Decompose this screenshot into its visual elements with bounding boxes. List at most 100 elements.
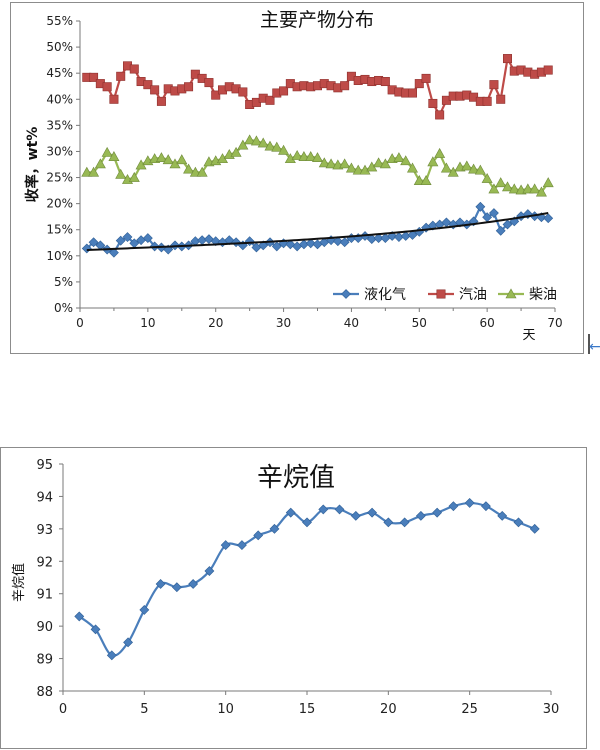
y-tick-label: 45%	[46, 66, 73, 80]
data-point	[508, 183, 520, 194]
x-tick-label: 20	[208, 316, 223, 330]
data-point	[414, 79, 424, 89]
data-point	[496, 94, 506, 104]
data-point	[502, 54, 512, 64]
resize-arrow-icon[interactable]: ←	[589, 339, 600, 355]
data-point	[529, 183, 541, 194]
data-point	[291, 150, 303, 160]
data-point	[383, 517, 394, 528]
data-point	[250, 135, 262, 146]
x-tick-label: 30	[543, 702, 560, 717]
data-point	[468, 163, 480, 174]
data-point	[474, 164, 486, 175]
data-point	[265, 95, 275, 105]
y-tick-label: 55%	[46, 14, 73, 28]
data-point	[74, 611, 85, 622]
data-point	[150, 85, 160, 95]
data-point	[415, 510, 426, 521]
data-point	[230, 146, 242, 157]
data-point	[461, 160, 473, 171]
data-point	[427, 156, 439, 167]
data-point	[448, 501, 459, 512]
data-point	[535, 186, 547, 197]
data-point	[128, 171, 140, 182]
data-point	[269, 523, 280, 534]
data-point	[489, 208, 499, 218]
data-point	[522, 183, 534, 194]
data-point	[399, 517, 410, 528]
data-point	[271, 241, 282, 252]
data-point	[407, 88, 417, 98]
data-point	[116, 71, 126, 81]
data-point	[196, 166, 208, 177]
data-point	[109, 94, 119, 104]
data-point	[189, 166, 201, 177]
y-tick-label: 88	[36, 685, 53, 700]
data-point	[434, 147, 446, 158]
data-point	[407, 230, 418, 240]
data-point	[428, 98, 438, 108]
data-point	[220, 540, 231, 550]
y-tick-label: 50%	[46, 40, 73, 54]
data-point	[435, 110, 445, 120]
data-point	[482, 96, 492, 106]
data-point	[204, 78, 214, 88]
data-point	[123, 637, 133, 648]
data-point	[495, 225, 506, 236]
data-point	[302, 517, 312, 528]
data-point	[406, 162, 419, 173]
data-point	[400, 155, 412, 166]
data-point	[257, 137, 269, 148]
data-point	[108, 151, 120, 161]
y-axis-label: 辛烷值	[11, 563, 27, 602]
data-point	[481, 172, 493, 183]
y-tick-label: 20%	[46, 197, 73, 211]
data-point	[89, 72, 99, 82]
legend-label: 汽油	[459, 287, 487, 303]
data-point	[432, 507, 443, 518]
data-point	[143, 80, 153, 90]
x-tick-label: 70	[547, 316, 562, 330]
x-tick-label: 0	[59, 702, 67, 717]
data-point	[264, 140, 276, 151]
y-tick-label: 30%	[46, 144, 73, 158]
trendline	[86, 212, 549, 252]
data-point	[380, 77, 390, 87]
data-point	[447, 166, 459, 177]
data-point	[184, 82, 194, 92]
data-point	[373, 233, 384, 244]
data-point	[440, 162, 452, 173]
y-tick-label: 10%	[46, 249, 73, 263]
data-point	[420, 175, 432, 185]
data-point	[481, 501, 491, 512]
y-tick-label: 35%	[46, 118, 73, 132]
y-tick-label: 5%	[54, 275, 73, 289]
data-point	[253, 530, 264, 541]
legend-label: 液化气	[364, 287, 406, 303]
x-tick-label: 10	[140, 316, 155, 330]
x-tick-label: 5	[140, 702, 148, 717]
x-tick-label: 20	[380, 702, 397, 717]
data-point	[345, 162, 357, 173]
legend-marker	[436, 289, 446, 299]
data-point	[271, 141, 283, 152]
data-point	[367, 507, 377, 518]
data-point	[339, 158, 351, 169]
data-point	[237, 540, 247, 550]
x-tick-label: 25	[461, 702, 478, 717]
chart-title: 辛烷值	[257, 463, 335, 493]
data-point	[413, 175, 425, 185]
data-point	[115, 235, 126, 246]
data-point	[204, 566, 215, 576]
data-point	[188, 579, 199, 589]
y-tick-label: 90	[36, 620, 53, 635]
data-point	[238, 87, 248, 97]
series-line	[86, 138, 550, 194]
data-point	[101, 146, 113, 157]
data-point	[513, 517, 524, 528]
window-edge-marker	[588, 334, 590, 354]
legend-marker	[505, 288, 517, 299]
data-point	[106, 650, 117, 661]
y-tick-label: 91	[36, 588, 53, 603]
